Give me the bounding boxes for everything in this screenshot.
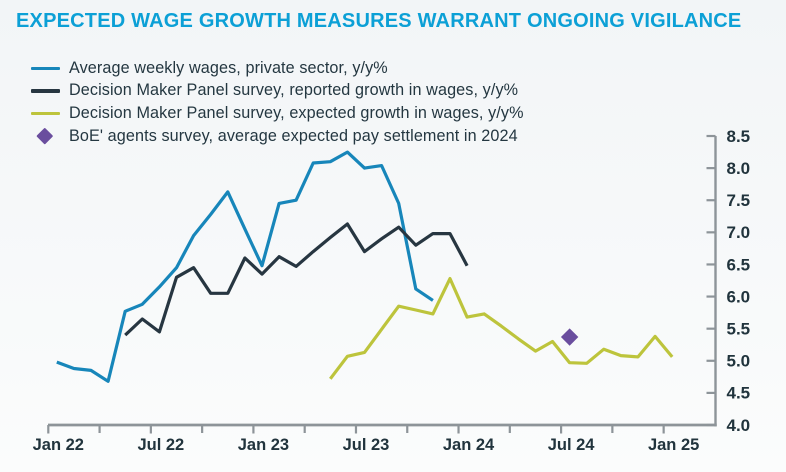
- dmp-reported-line-swatch-icon: [30, 89, 60, 93]
- y-tick-label: 5.5: [727, 319, 751, 338]
- x-tick-label: Jan 22: [33, 436, 84, 454]
- dmp-expected-line-swatch-icon: [30, 111, 60, 116]
- y-tick-label: 6.0: [727, 287, 751, 306]
- x-tick-label: Jul 23: [343, 436, 390, 454]
- y-tick-label: 8.5: [727, 127, 751, 146]
- legend-item-dmp-reported: Decision Maker Panel survey, reported gr…: [30, 80, 524, 103]
- y-tick-label: 7.5: [727, 191, 751, 210]
- boe-point-diamond: [560, 328, 579, 346]
- awe-series-line: [56, 150, 434, 383]
- awe-line-swatch-icon: [30, 66, 60, 71]
- y-tick-label: 8.0: [727, 159, 751, 178]
- y-tick-label: 6.5: [727, 255, 751, 274]
- legend-label-boe-agents: BoE' agents survey, average expected pay…: [69, 126, 518, 145]
- x-tick-label: Jan 25: [648, 436, 699, 454]
- y-tick-label: 5.0: [727, 352, 751, 371]
- x-tick-label: Jan 23: [238, 436, 289, 454]
- legend-item-awe: Average weekly wages, private sector, y/…: [30, 57, 524, 80]
- x-tick-label: Jan 24: [443, 436, 495, 454]
- legend-label-awe: Average weekly wages, private sector, y/…: [69, 58, 388, 77]
- legend-item-dmp-expected: Decision Maker Panel survey, expected gr…: [30, 102, 524, 125]
- x-tick-label: Jul 24: [548, 436, 596, 454]
- dmp-expected-series-line: [329, 277, 674, 380]
- y-tick-label: 7.0: [727, 223, 751, 242]
- legend-label-dmp-reported: Decision Maker Panel survey, reported gr…: [69, 81, 519, 100]
- x-tick-label: Jul 22: [137, 436, 184, 454]
- legend-label-dmp-expected: Decision Maker Panel survey, expected gr…: [69, 103, 524, 122]
- y-tick-label: 4.0: [727, 416, 751, 435]
- legend-item-boe-agents: BoE' agents survey, average expected pay…: [30, 125, 524, 148]
- dmp-reported-series-line: [124, 222, 469, 337]
- legend: Average weekly wages, private sector, y/…: [30, 57, 524, 147]
- y-tick-label: 4.5: [727, 384, 751, 403]
- chart-title: EXPECTED WAGE GROWTH MEASURES WARRANT ON…: [16, 10, 742, 32]
